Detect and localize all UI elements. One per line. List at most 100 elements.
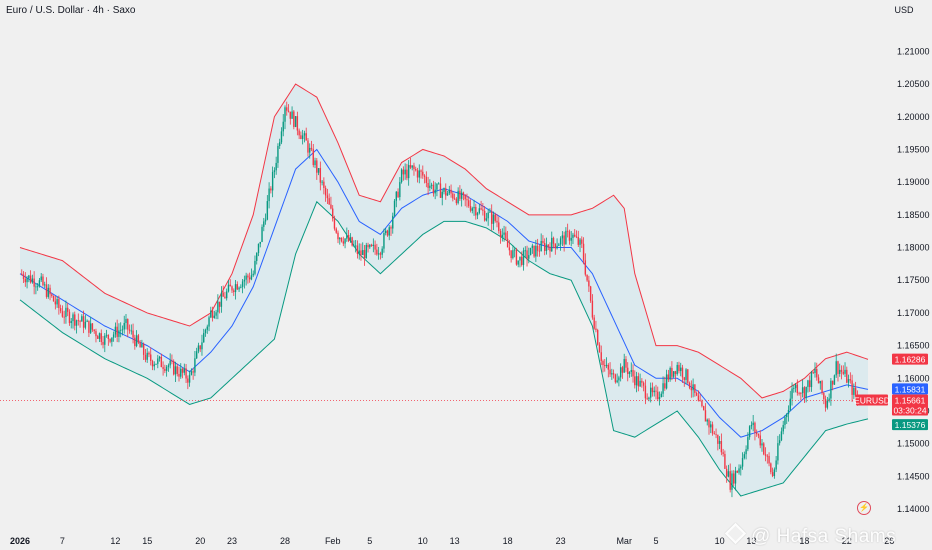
candle-body [839, 369, 841, 374]
candle-body [499, 230, 502, 238]
candle-body [544, 242, 546, 251]
candle-body [554, 243, 556, 249]
candle-body [602, 361, 604, 366]
candle-body [367, 244, 369, 248]
candle-body [42, 276, 44, 286]
candle-body [111, 337, 113, 342]
candle-body [279, 142, 281, 146]
candle-body [134, 337, 136, 347]
candle-body [443, 188, 445, 192]
candle-body [252, 273, 254, 276]
price-axis[interactable]: 1.21000 1.20500 1.20000 1.19500 1.19000 1.185… [897, 46, 930, 514]
candle-body [718, 441, 721, 444]
candle-body [266, 201, 269, 220]
candle-body [342, 241, 344, 244]
candle-body [194, 358, 196, 373]
candle-body [770, 463, 772, 473]
candle-body [56, 299, 58, 305]
candle-body [291, 111, 293, 119]
candle-body [515, 249, 518, 265]
candle-body [160, 356, 163, 368]
candle-body [784, 417, 786, 425]
candle-body [563, 235, 565, 245]
candle-body [164, 368, 166, 371]
candle-body [787, 409, 790, 415]
flash-icon[interactable]: ⚡ [857, 501, 871, 515]
candle-body [397, 191, 399, 198]
candle-body [264, 219, 267, 222]
time-axis[interactable]: 2026 7 12 15 20 23 28 Feb 5 10 13 18 23 Mar 5 10 13 18 22 2… [10, 536, 894, 546]
candle-body [740, 466, 742, 469]
candle-body [694, 384, 696, 393]
candle-body [819, 381, 821, 384]
candle-body [844, 369, 846, 374]
candle-body [54, 301, 57, 305]
candle-body [21, 273, 23, 275]
candle-body [717, 434, 719, 444]
candle-body [469, 206, 472, 211]
candle-body [354, 245, 357, 247]
candle-body [332, 208, 334, 219]
candle-body [805, 386, 807, 399]
candle-body [559, 238, 562, 245]
candle-body [89, 323, 92, 333]
candle-body [506, 238, 509, 248]
candle-body [35, 286, 37, 288]
candle-body [466, 199, 468, 201]
candle-body [510, 250, 512, 259]
candle-body [167, 365, 170, 367]
candle-body [697, 395, 700, 401]
candle-body [641, 380, 643, 383]
candle-body [282, 121, 284, 132]
candle-body [768, 455, 770, 464]
candle-body [330, 204, 332, 209]
candle-body [669, 367, 671, 380]
y-tick-label: 1.14000 [897, 504, 930, 514]
candle-body [374, 244, 376, 250]
candle-body [572, 234, 574, 238]
candle-body [270, 188, 272, 191]
candle-body [724, 453, 726, 469]
x-tick-label: 18 [503, 536, 513, 546]
candle-body [701, 400, 703, 407]
candle-body [828, 398, 830, 401]
candle-body [630, 369, 632, 372]
candle-body [434, 189, 436, 194]
candle-body [173, 360, 175, 375]
candle-body [72, 314, 74, 322]
candle-body [733, 473, 735, 484]
candle-body [471, 208, 473, 211]
candle-body [142, 343, 145, 355]
candle-body [725, 468, 728, 477]
candle-body [591, 300, 594, 318]
y-tick-label: 1.19000 [897, 177, 930, 187]
candle-body [745, 449, 747, 455]
candle-body [319, 168, 322, 183]
candle-body [236, 284, 238, 290]
candle-body [662, 383, 664, 394]
candle-body [446, 193, 449, 196]
candle-body [821, 381, 823, 394]
candle-body [812, 372, 814, 374]
candle-body [731, 473, 733, 490]
candle-body [734, 470, 737, 484]
candle-body [137, 335, 140, 343]
candle-body [118, 330, 120, 337]
candle-body [22, 274, 25, 280]
candle-body [655, 390, 657, 392]
candle-body [459, 190, 461, 199]
y-tick-label: 1.18000 [897, 243, 930, 253]
countdown-label-bg [892, 404, 928, 416]
candle-body [796, 384, 799, 393]
candle-body [800, 393, 802, 394]
currency-button[interactable]: USD [894, 5, 914, 15]
candle-body [595, 328, 597, 331]
candle-body [289, 111, 291, 119]
candle-body [618, 377, 620, 381]
candle-body [688, 382, 691, 388]
candle-body [485, 218, 488, 221]
candle-body [58, 299, 60, 309]
candle-body [321, 181, 323, 183]
candle-body [475, 207, 477, 216]
